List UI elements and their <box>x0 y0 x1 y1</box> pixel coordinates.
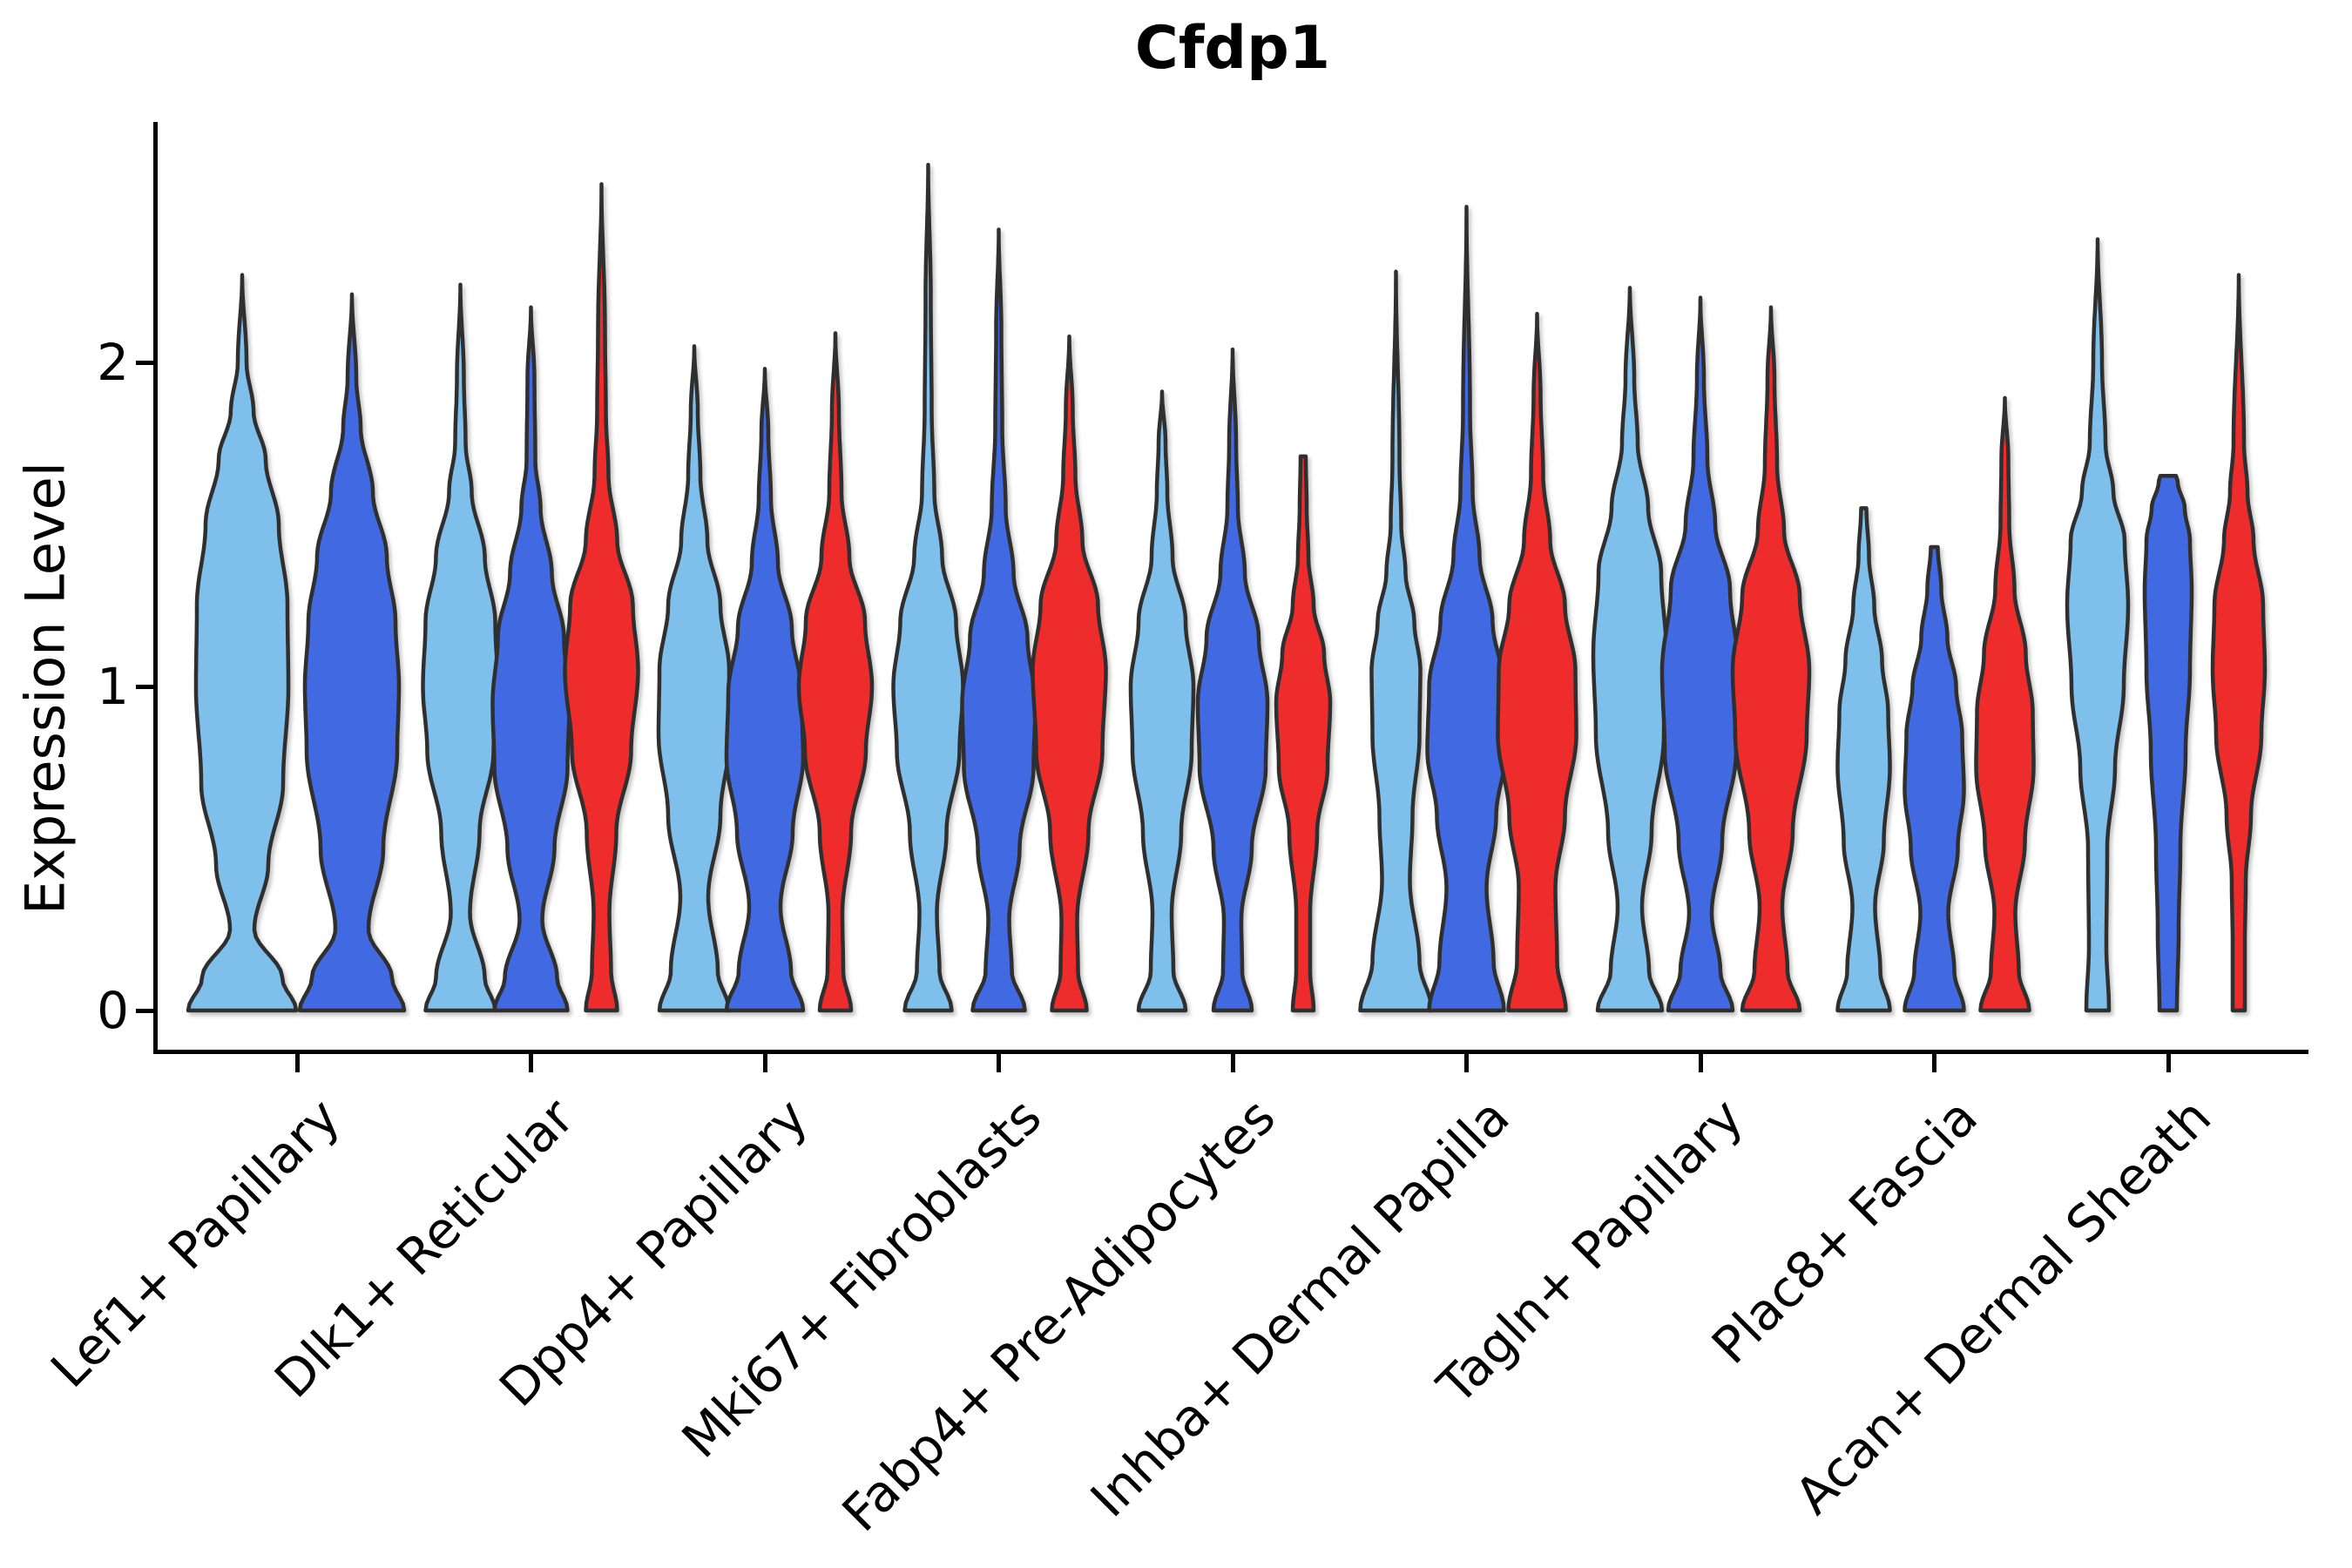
violin-mki67-dark_blue <box>960 227 1037 1013</box>
violin-fabp4-light_blue <box>1128 389 1196 1013</box>
y-tick-mark <box>136 360 154 365</box>
violin-plac8-red <box>1974 395 2036 1013</box>
x-tick-mark <box>294 1054 300 1072</box>
y-tick-label: 1 <box>97 657 129 716</box>
violin-lef1-dark_blue <box>297 292 407 1013</box>
violin-plac8-dark_blue <box>1903 544 1966 1013</box>
y-tick-label: 2 <box>97 333 129 392</box>
x-tick-mark <box>529 1054 533 1072</box>
violin-tagln-red <box>1730 305 1812 1013</box>
y-tick-mark <box>136 1008 154 1013</box>
violin-dlk1-dark_blue <box>490 305 571 1013</box>
y-axis-spine <box>153 122 158 1054</box>
violin-acan-light_blue <box>2065 237 2131 1013</box>
violin-acan-dark_blue <box>2142 473 2194 1013</box>
violin-dpp4-red <box>796 331 875 1013</box>
x-tick-mark <box>1932 1054 1936 1072</box>
violin-tagln-light_blue <box>1591 286 1669 1013</box>
chart-title: Cfdp1 <box>1134 14 1331 83</box>
violin-dlk1-red <box>563 182 640 1013</box>
y-tick-label: 0 <box>97 981 129 1040</box>
violin-dlk1-light_blue <box>421 282 500 1013</box>
violin-mki67-red <box>1031 334 1108 1013</box>
x-tick-mark <box>1464 1054 1469 1072</box>
x-tick-mark <box>2166 1054 2171 1072</box>
violin-acan-red <box>2210 273 2268 1013</box>
violin-plac8-light_blue <box>1835 506 1892 1013</box>
violin-inhba-dark_blue <box>1425 205 1508 1013</box>
x-tick-mark <box>762 1054 767 1072</box>
violin-tagln-dark_blue <box>1659 295 1741 1013</box>
violin-fabp4-red <box>1274 454 1333 1013</box>
violin-mki67-light_blue <box>891 162 965 1013</box>
x-tick-mark <box>997 1054 1001 1072</box>
violin-dpp4-dark_blue <box>724 367 806 1013</box>
violin-inhba-light_blue <box>1358 269 1434 1013</box>
x-axis-spine <box>153 1050 2308 1054</box>
x-tick-mark <box>1230 1054 1235 1072</box>
violin-fabp4-dark_blue <box>1195 347 1270 1013</box>
violin-inhba-red <box>1496 311 1578 1013</box>
y-tick-mark <box>136 684 154 689</box>
violin-dpp4-light_blue <box>656 344 733 1013</box>
violin-lef1-light_blue <box>186 273 299 1013</box>
x-tick-mark <box>1698 1054 1703 1072</box>
